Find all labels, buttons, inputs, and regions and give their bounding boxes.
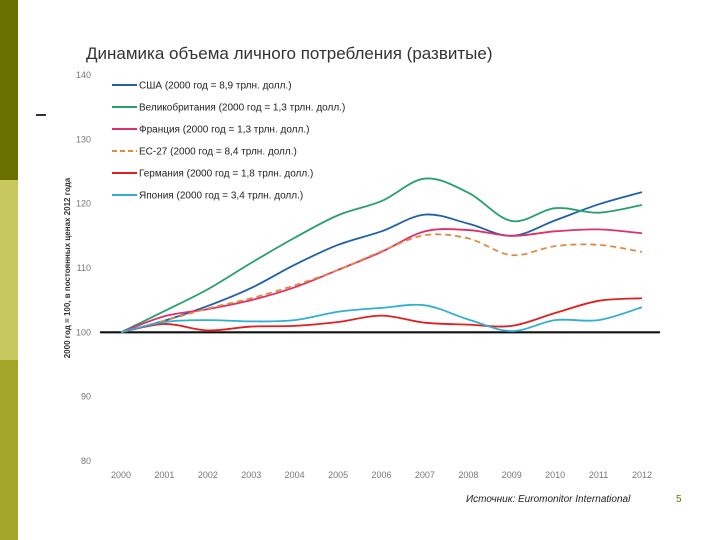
series-line [120,177,643,334]
page-number: 5 [676,494,682,505]
x-tick-label: 2009 [502,470,522,480]
decorative-dash [36,114,46,116]
source-note: Источник: Euromonitor International [466,494,631,505]
x-tick-label: 2001 [154,470,174,480]
y-axis-ticks: 80 90 100 110 120 130 140 [76,70,91,466]
x-tick-label: 2004 [285,470,305,480]
legend-label: Великобритания (2000 год = 1,3 трлн. дол… [139,102,345,114]
legend-label: ЕС-27 (2000 год = 8,4 трлн. долл.) [139,147,297,158]
x-tick-label: 2005 [328,470,348,480]
y-tick-label: 140 [76,70,91,80]
x-tick-label: 2003 [241,470,261,480]
x-tick-label: 2012 [632,470,652,480]
legend-label: США (2000 год = 8,9 трлн. долл.) [139,81,292,92]
x-tick-label: 2002 [198,470,218,480]
y-axis-label: 2000 год = 100, в постоянных ценах 2012 … [63,177,72,358]
y-tick-label: 100 [76,327,91,337]
legend-label: Германия (2000 год = 1,8 трлн. долл.) [139,169,313,180]
series-line [120,297,643,334]
x-tick-label: 2008 [458,470,478,480]
x-axis-ticks: 2000 2001 2002 2003 2004 2005 2006 2007 2008 2009… [111,470,652,480]
y-tick-label: 90 [81,392,91,402]
decorative-stripe-bottom [0,360,18,540]
x-tick-label: 2007 [415,470,435,480]
series-line [120,233,643,334]
series-line [120,191,643,334]
decorative-stripe-top [0,0,18,180]
legend-label: Франция (2000 год = 1,3 трлн. долл.) [139,125,309,136]
y-tick-label: 80 [81,456,91,466]
x-tick-label: 2000 [111,470,131,480]
decorative-stripe-middle [0,180,18,360]
y-tick-label: 130 [76,134,91,144]
x-tick-label: 2010 [545,470,565,480]
series-lines [120,177,643,334]
y-tick-label: 110 [77,263,91,273]
x-tick-label: 2006 [371,470,391,480]
x-tick-label: 2011 [589,470,608,480]
slide-title: Динамика объема личного потребления (раз… [86,44,493,63]
y-tick-label: 120 [76,199,91,209]
series-line [120,303,643,334]
legend-label: Япония (2000 год = 3,4 трлн. долл.) [139,191,303,202]
legend: США (2000 год = 8,9 трлн. долл.) Великобр… [112,81,345,202]
